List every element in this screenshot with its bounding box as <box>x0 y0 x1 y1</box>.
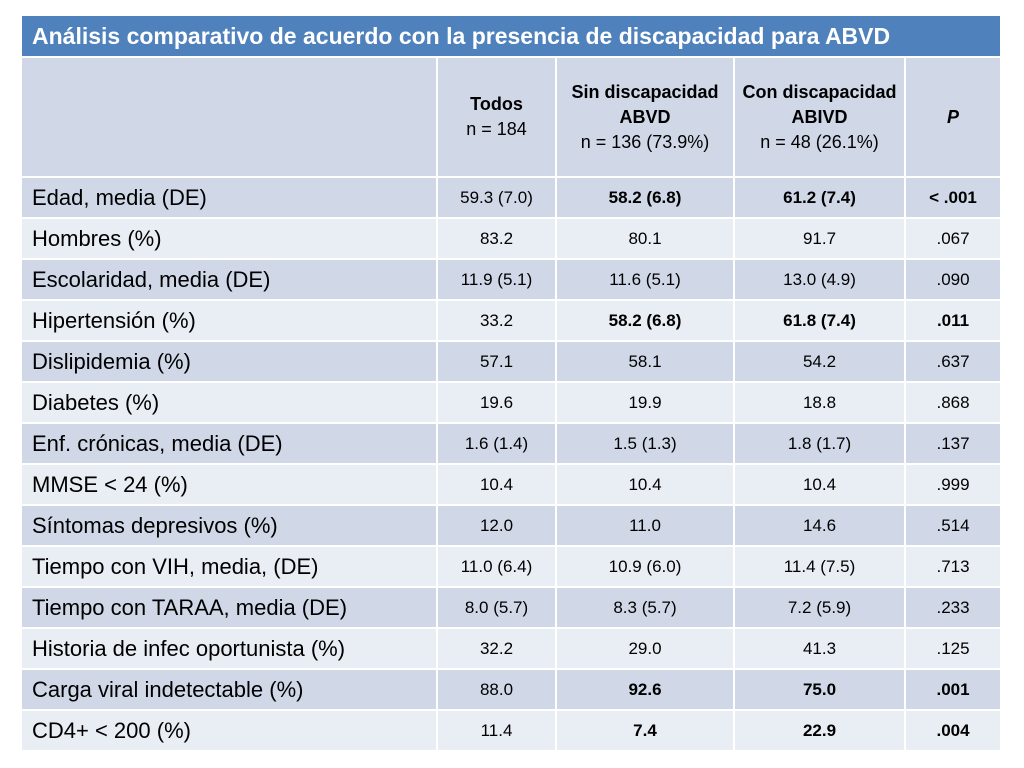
cell-con: 91.7 <box>733 217 906 260</box>
cell-sin: 58.2 (6.8) <box>555 299 735 342</box>
table-row: Dislipidemia (%) 57.1 58.1 54.2 .637 <box>20 340 1003 383</box>
cell-sin: 8.3 (5.7) <box>555 586 735 629</box>
row-label: Enf. crónicas, media (DE) <box>20 422 438 465</box>
cell-todos: 10.4 <box>436 463 557 506</box>
row-label: CD4+ < 200 (%) <box>20 709 438 752</box>
cell-p: .137 <box>903 422 1003 465</box>
cell-con: 1.8 (1.7) <box>733 422 906 465</box>
cell-todos: 32.2 <box>436 627 557 670</box>
cell-p: .004 <box>903 709 1003 752</box>
cell-con: 54.2 <box>733 340 906 383</box>
header-sin-label: Sin discapacidad ABVD <box>571 81 719 127</box>
row-label: Síntomas depresivos (%) <box>20 504 438 547</box>
table-row: Edad, media (DE) 59.3 (7.0) 58.2 (6.8) 6… <box>20 176 1003 219</box>
cell-p: .999 <box>903 463 1003 506</box>
header-con: Con discapacidad ABIVD n = 48 (26.1%) <box>733 56 906 178</box>
cell-p: .090 <box>903 258 1003 301</box>
cell-con: 7.2 (5.9) <box>733 586 906 629</box>
row-label: Historia de infec oportunista (%) <box>20 627 438 670</box>
row-label: Diabetes (%) <box>20 381 438 424</box>
header-todos-n: n = 184 <box>466 119 527 139</box>
cell-sin: 1.5 (1.3) <box>555 422 735 465</box>
table-row: CD4+ < 200 (%) 11.4 7.4 22.9 .004 <box>20 709 1003 752</box>
header-con-n: n = 48 (26.1%) <box>760 131 879 152</box>
row-label: Hombres (%) <box>20 217 438 260</box>
table-row: Tiempo con TARAA, media (DE) 8.0 (5.7) 8… <box>20 586 1003 629</box>
cell-con: 61.2 (7.4) <box>733 176 906 219</box>
cell-todos: 11.0 (6.4) <box>436 545 557 588</box>
cell-p: .233 <box>903 586 1003 629</box>
cell-sin: 11.6 (5.1) <box>555 258 735 301</box>
cell-con: 13.0 (4.9) <box>733 258 906 301</box>
cell-p: .001 <box>903 668 1003 711</box>
cell-p: .868 <box>903 381 1003 424</box>
cell-sin: 80.1 <box>555 217 735 260</box>
cell-p: .067 <box>903 217 1003 260</box>
table-row: Diabetes (%) 19.6 19.9 18.8 .868 <box>20 381 1003 424</box>
cell-todos: 11.4 <box>436 709 557 752</box>
table-row: Carga viral indetectable (%) 88.0 92.6 7… <box>20 668 1003 711</box>
header-con-label: Con discapacidad ABIVD <box>742 81 897 127</box>
cell-con: 75.0 <box>733 668 906 711</box>
row-label: Escolaridad, media (DE) <box>20 258 438 301</box>
row-label: MMSE < 24 (%) <box>20 463 438 506</box>
cell-p: .713 <box>903 545 1003 588</box>
cell-p: .637 <box>903 340 1003 383</box>
table-row: Escolaridad, media (DE) 11.9 (5.1) 11.6 … <box>20 258 1003 301</box>
cell-sin: 29.0 <box>555 627 735 670</box>
cell-sin: 58.1 <box>555 340 735 383</box>
cell-todos: 57.1 <box>436 340 557 383</box>
row-label: Hipertensión (%) <box>20 299 438 342</box>
cell-todos: 1.6 (1.4) <box>436 422 557 465</box>
cell-sin: 58.2 (6.8) <box>555 176 735 219</box>
cell-todos: 59.3 (7.0) <box>436 176 557 219</box>
table-row: Enf. crónicas, media (DE) 1.6 (1.4) 1.5 … <box>20 422 1003 465</box>
header-sin: Sin discapacidad ABVD n = 136 (73.9%) <box>555 56 735 178</box>
table-row: Historia de infec oportunista (%) 32.2 2… <box>20 627 1003 670</box>
cell-sin: 11.0 <box>555 504 735 547</box>
table-row: Síntomas depresivos (%) 12.0 11.0 14.6 .… <box>20 504 1003 547</box>
row-label: Tiempo con TARAA, media (DE) <box>20 586 438 629</box>
row-label: Carga viral indetectable (%) <box>20 668 438 711</box>
table-row: Hipertensión (%) 33.2 58.2 (6.8) 61.8 (7… <box>20 299 1003 342</box>
cell-todos: 12.0 <box>436 504 557 547</box>
cell-sin: 10.9 (6.0) <box>555 545 735 588</box>
cell-con: 14.6 <box>733 504 906 547</box>
cell-sin: 19.9 <box>555 381 735 424</box>
cell-con: 10.4 <box>733 463 906 506</box>
header-todos: Todos n = 184 <box>436 56 557 178</box>
row-label: Edad, media (DE) <box>20 176 438 219</box>
cell-con: 61.8 (7.4) <box>733 299 906 342</box>
table-row: Tiempo con VIH, media, (DE) 11.0 (6.4) 1… <box>20 545 1003 588</box>
cell-todos: 19.6 <box>436 381 557 424</box>
cell-todos: 88.0 <box>436 668 557 711</box>
header-p-label: P <box>947 106 960 127</box>
cell-con: 22.9 <box>733 709 906 752</box>
cell-sin: 92.6 <box>555 668 735 711</box>
cell-todos: 83.2 <box>436 217 557 260</box>
table-title: Análisis comparativo de acuerdo con la p… <box>19 14 1003 58</box>
header-p: P <box>903 56 1003 178</box>
header-todos-label: Todos <box>470 94 523 114</box>
cell-p: .011 <box>903 299 1003 342</box>
comparison-table: Análisis comparativo de acuerdo con la p… <box>19 14 1003 752</box>
row-label: Tiempo con VIH, media, (DE) <box>20 545 438 588</box>
cell-con: 41.3 <box>733 627 906 670</box>
header-blank <box>20 56 438 178</box>
cell-sin: 10.4 <box>555 463 735 506</box>
cell-todos: 8.0 (5.7) <box>436 586 557 629</box>
cell-sin: 7.4 <box>555 709 735 752</box>
cell-todos: 33.2 <box>436 299 557 342</box>
cell-con: 18.8 <box>733 381 906 424</box>
cell-p: < .001 <box>903 176 1003 219</box>
header-sin-n: n = 136 (73.9%) <box>580 131 710 152</box>
cell-p: .514 <box>903 504 1003 547</box>
cell-p: .125 <box>903 627 1003 670</box>
cell-todos: 11.9 (5.1) <box>436 258 557 301</box>
table-row: Hombres (%) 83.2 80.1 91.7 .067 <box>20 217 1003 260</box>
row-label: Dislipidemia (%) <box>20 340 438 383</box>
table-row: MMSE < 24 (%) 10.4 10.4 10.4 .999 <box>20 463 1003 506</box>
cell-con: 11.4 (7.5) <box>733 545 906 588</box>
